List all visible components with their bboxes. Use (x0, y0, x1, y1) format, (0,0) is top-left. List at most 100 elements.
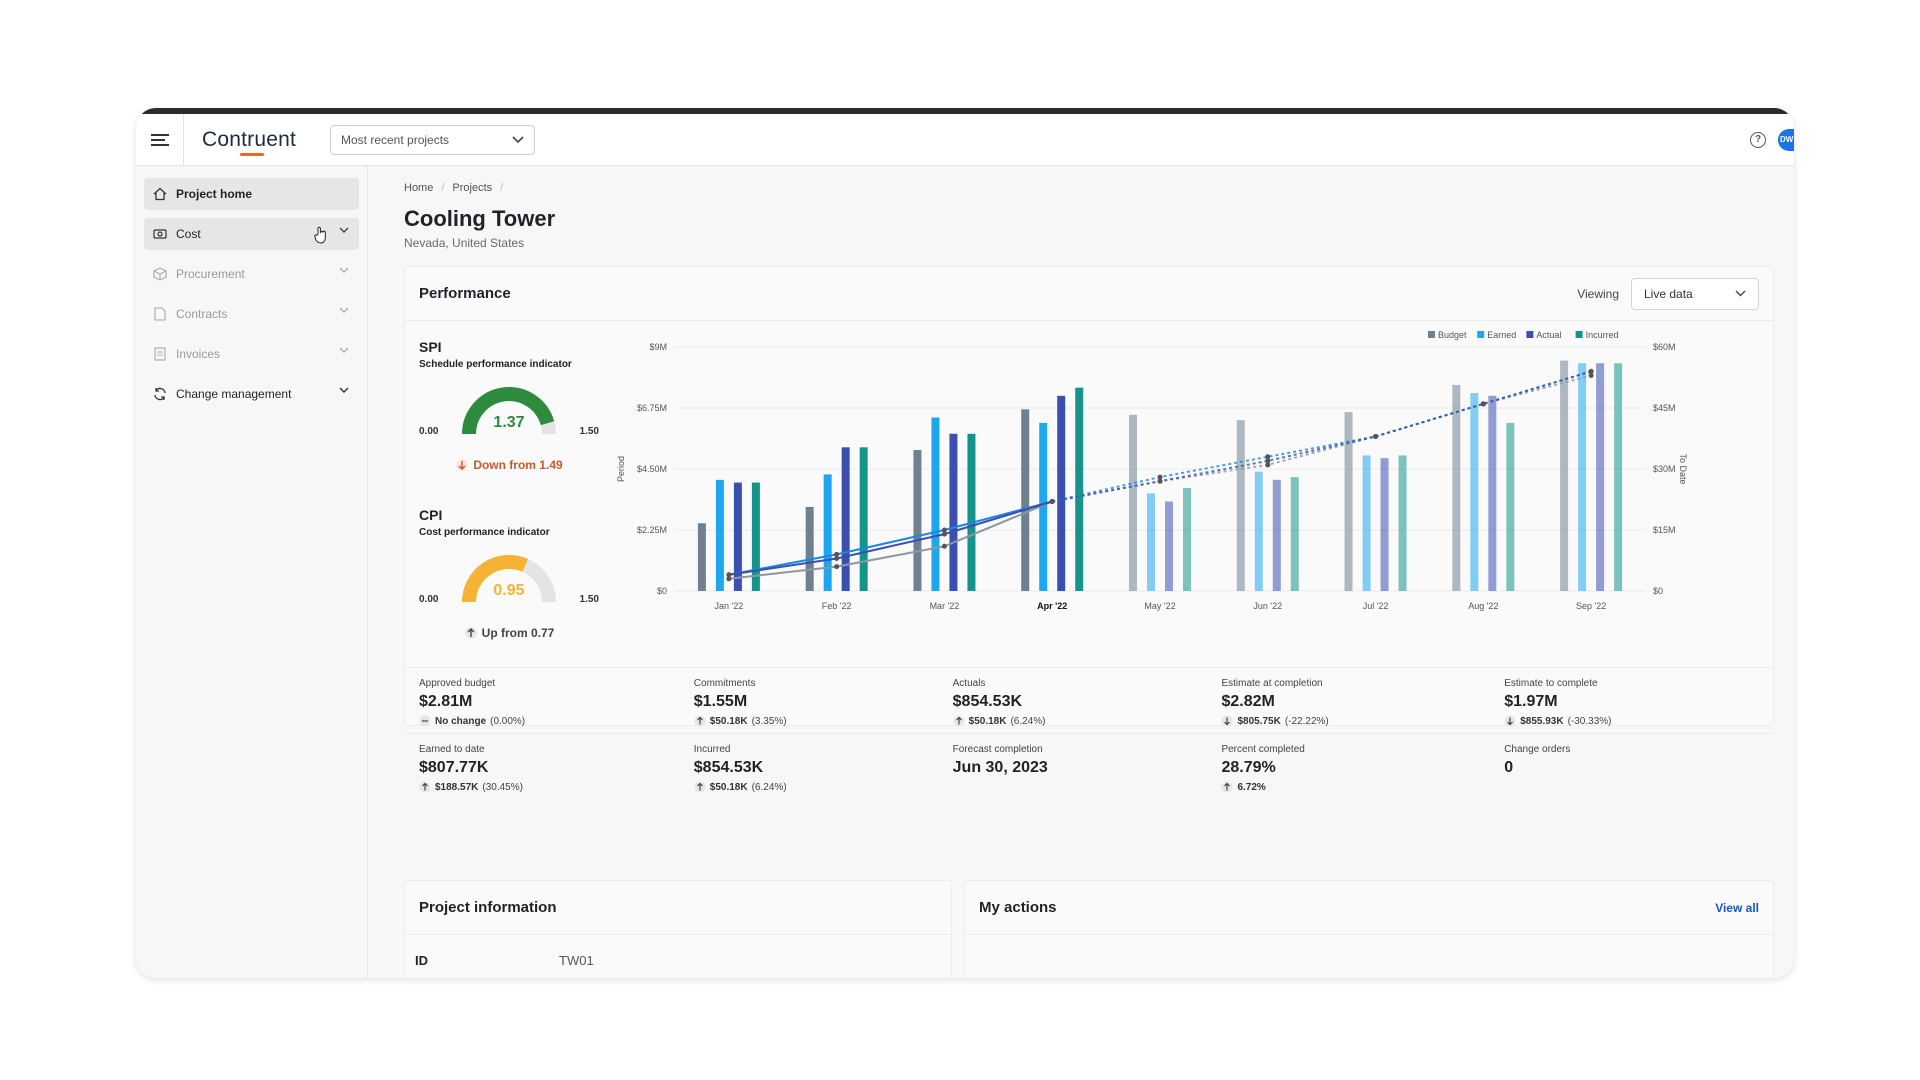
metric-delta: No change (0.00%) (419, 715, 694, 727)
y-tick-label-right: $0 (1653, 586, 1663, 596)
bar-budget (913, 450, 922, 591)
sidebar-item-procurement[interactable]: Procurement (144, 258, 359, 290)
chevron-down-icon[interactable] (339, 267, 349, 274)
metric-delta-amount: $50.18K (968, 715, 1007, 727)
cpi-trend: Up from 0.77 (419, 626, 599, 640)
bar-earned (931, 417, 940, 591)
chevron-down-icon[interactable] (339, 347, 349, 354)
metric-cell: Approved budget $2.81M No change (0.00%) (419, 668, 694, 733)
app-logo[interactable]: Contruent (202, 128, 302, 156)
project-selector-label: Most recent projects (341, 132, 450, 147)
project-information-title: Project information (419, 899, 557, 916)
sidebar-item-project-home[interactable]: Project home (144, 178, 359, 210)
breadcrumb-projects[interactable]: Projects (452, 182, 493, 194)
my-actions-title: My actions (979, 899, 1057, 916)
metric-delta-amount: 6.72% (1237, 781, 1266, 793)
performance-title: Performance (419, 285, 511, 302)
y-tick-label-left: $9M (649, 342, 667, 352)
metric-label: Change orders (1504, 744, 1571, 755)
sidebar-item-contracts[interactable]: Contracts (144, 298, 359, 330)
sidebar-item-label: Project home (176, 187, 253, 201)
cpi-title: CPI (419, 507, 443, 523)
y-tick-label-left: $2.25M (637, 525, 667, 535)
chevron-down-icon[interactable] (339, 307, 349, 314)
bar-budget (1236, 420, 1245, 591)
metric-delta-percent: (30.45%) (482, 781, 523, 793)
chevron-down-icon[interactable] (339, 227, 349, 234)
performance-card: Performance Viewing Live data SPI Schedu… (404, 266, 1774, 793)
y-tick-label-left: $0 (657, 586, 667, 596)
bar-actual (1165, 501, 1173, 591)
cpi-max: 1.50 (579, 594, 599, 605)
arrow-up-icon (419, 781, 431, 793)
viewing-select[interactable]: Live data (1631, 277, 1759, 310)
metric-value: $854.53K (952, 693, 1023, 710)
sidebar: Project home Cost Procurement Contracts … (136, 166, 368, 978)
legend-swatch (1477, 331, 1485, 338)
bar-earned (715, 479, 724, 591)
cumulative-point (726, 576, 732, 582)
cumulative-forecast-actual (1052, 370, 1592, 503)
help-icon[interactable]: ? (1750, 131, 1766, 148)
sidebar-item-cost[interactable]: Cost (144, 218, 359, 250)
cumulative-point (941, 531, 947, 537)
cumulative-point (834, 551, 840, 557)
y-axis-label-right: To Date (1678, 453, 1688, 484)
cumulative-point (1049, 499, 1055, 505)
x-tick-label: Jul '22 (1363, 601, 1389, 611)
bar-incurred (1614, 363, 1623, 591)
cumulative-point (941, 527, 947, 533)
sidebar-item-change-management[interactable]: Change management (144, 378, 359, 410)
avatar[interactable]: DW (1778, 128, 1794, 151)
cumulative-point (1588, 368, 1594, 374)
document-icon (152, 306, 168, 322)
metric-delta: $805.75K (-22.22%) (1221, 715, 1504, 727)
legend-swatch (1526, 331, 1534, 338)
legend-label: Earned (1487, 330, 1516, 340)
legend-label: Incurred (1586, 330, 1619, 340)
menu-icon[interactable] (136, 113, 184, 166)
chevron-down-icon[interactable] (339, 387, 349, 394)
x-tick-label: Mar '22 (930, 601, 960, 611)
main-content: Home / Projects / Cooling Tower Nevada, … (368, 166, 1794, 978)
spi-value: 1.37 (493, 414, 525, 431)
x-tick-label: Feb '22 (822, 601, 852, 611)
metric-cell: Commitments $1.55M $50.18K (3.35%) (694, 668, 953, 733)
box-icon (152, 266, 168, 282)
arrow-up-icon (694, 781, 706, 793)
spi-min: 0.00 (419, 426, 439, 437)
breadcrumb: Home / Projects / (404, 180, 1774, 196)
cumulative-point (1588, 372, 1594, 378)
chevron-down-icon (512, 135, 524, 143)
metric-delta: $50.18K (6.24%) (953, 715, 1222, 727)
metric-label: Approved budget (419, 678, 496, 689)
cumulative-point (834, 555, 840, 561)
metric-value: Jun 30, 2023 (952, 759, 1048, 776)
cumulative-point (1373, 433, 1379, 439)
breadcrumb-home[interactable]: Home (404, 182, 434, 194)
page-title: Cooling Tower (404, 206, 556, 231)
home-icon (152, 186, 168, 202)
bar-actual (733, 482, 742, 591)
metric-cell: Estimate at completion $2.82M $805.75K (-22… (1221, 668, 1504, 733)
metric-label: Incurred (693, 744, 731, 755)
bar-actual (1272, 479, 1281, 591)
sidebar-item-invoices[interactable]: Invoices (144, 338, 359, 370)
cumulative-point (726, 572, 732, 578)
view-all-link[interactable]: View all (1715, 900, 1759, 915)
money-icon (152, 226, 168, 242)
metric-delta-percent: (-30.33%) (1567, 715, 1612, 727)
invoice-icon (152, 346, 168, 362)
project-selector[interactable]: Most recent projects (330, 124, 535, 155)
y-axis-label-left: Period (616, 456, 626, 482)
metrics-row: Earned to date $807.77K $188.57K (30.45%) In… (405, 733, 1773, 799)
bar-actual (841, 447, 850, 591)
metric-label: Commitments (693, 678, 756, 689)
no-change-icon (419, 715, 431, 727)
cumulative-point (834, 564, 840, 570)
chevron-down-icon (1735, 290, 1746, 297)
cumulative-line-actual (728, 500, 1053, 576)
metric-cell: Actuals $854.53K $50.18K (6.24%) (953, 668, 1222, 733)
cumulative-line-budget (728, 500, 1053, 580)
spi-gauge-block: SPI Schedule performance indicator 0.00 … (419, 339, 599, 472)
